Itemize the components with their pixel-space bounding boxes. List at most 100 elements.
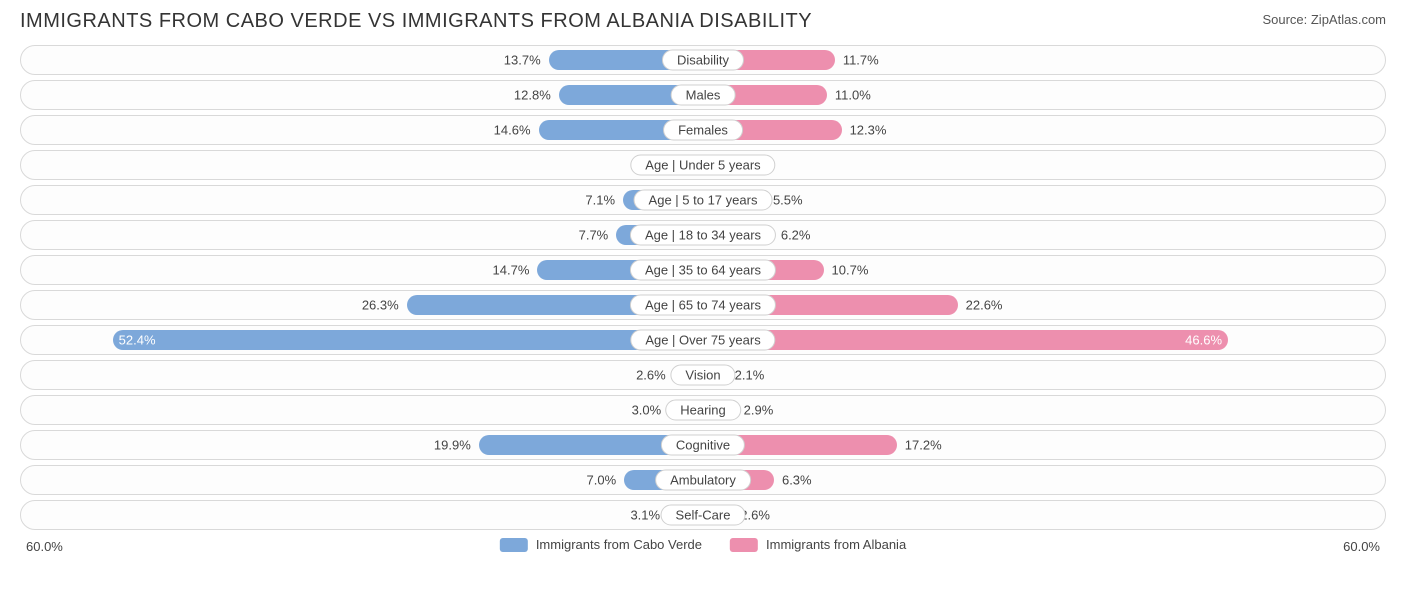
chart-row: 2.6% 2.1%Vision <box>20 360 1386 390</box>
category-label: Age | Under 5 years <box>630 155 775 176</box>
legend-swatch-icon <box>730 538 758 552</box>
chart-row: 26.3% 22.6% Age | 65 to 74 years <box>20 290 1386 320</box>
left-half: 19.9% <box>27 435 703 455</box>
right-value: 22.6% <box>958 298 1003 313</box>
right-half: 2.6% <box>703 505 1379 525</box>
chart-row: 13.7% 11.7% Disability <box>20 45 1386 75</box>
right-half: 2.1% <box>703 365 1379 385</box>
chart-row-inner: 3.1%2.6%Self-Care <box>27 505 1379 525</box>
right-half: 11.0% <box>703 85 1379 105</box>
left-value: 14.7% <box>493 263 538 278</box>
category-label: Ambulatory <box>655 470 751 491</box>
left-half: 2.6% <box>27 365 703 385</box>
chart-row: 3.1%2.6%Self-Care <box>20 500 1386 530</box>
chart-footer: 60.0% Immigrants from Cabo Verde Immigra… <box>0 535 1406 561</box>
category-label: Self-Care <box>661 505 746 526</box>
category-label: Cognitive <box>661 435 745 456</box>
legend-label-right: Immigrants from Albania <box>766 537 906 552</box>
category-label: Age | 65 to 74 years <box>630 295 776 316</box>
legend: Immigrants from Cabo Verde Immigrants fr… <box>500 537 906 552</box>
left-half: 3.1% <box>27 505 703 525</box>
category-label: Age | 35 to 64 years <box>630 260 776 281</box>
chart-row-inner: 19.9% 17.2%Cognitive <box>27 435 1379 455</box>
chart-row: 3.0%2.9%Hearing <box>20 395 1386 425</box>
legend-item-right: Immigrants from Albania <box>730 537 906 552</box>
left-half: 13.7% <box>27 50 703 70</box>
chart-row-inner: 13.7% 11.7% Disability <box>27 50 1379 70</box>
source-label: Source: ZipAtlas.com <box>1262 12 1386 27</box>
right-value: 11.7% <box>835 53 879 68</box>
right-half: 5.5% <box>703 190 1379 210</box>
chart-row-inner: 1.7%1.1%Age | Under 5 years <box>27 155 1379 175</box>
right-half: 46.6% <box>703 330 1379 350</box>
category-label: Age | 5 to 17 years <box>634 190 773 211</box>
left-half: 26.3% <box>27 295 703 315</box>
category-label: Vision <box>670 365 735 386</box>
left-half: 7.7% <box>27 225 703 245</box>
chart-row-inner: 7.1% 5.5%Age | 5 to 17 years <box>27 190 1379 210</box>
left-value: 7.7% <box>579 228 617 243</box>
left-half: 52.4% <box>27 330 703 350</box>
chart-row: 1.7%1.1%Age | Under 5 years <box>20 150 1386 180</box>
right-half: 2.9% <box>703 400 1379 420</box>
legend-swatch-icon <box>500 538 528 552</box>
chart-row-inner: 14.7% 10.7% Age | 35 to 64 years <box>27 260 1379 280</box>
chart-row-inner: 3.0%2.9%Hearing <box>27 400 1379 420</box>
axis-max-left: 60.0% <box>26 539 63 554</box>
left-half: 1.7% <box>27 155 703 175</box>
left-half: 3.0% <box>27 400 703 420</box>
axis-max-right: 60.0% <box>1343 539 1380 554</box>
left-half: 14.6% <box>27 120 703 140</box>
category-label: Females <box>663 120 743 141</box>
chart-row: 7.0% 6.3% Ambulatory <box>20 465 1386 495</box>
left-bar: 52.4% <box>113 330 703 350</box>
left-half: 12.8% <box>27 85 703 105</box>
right-value: 6.2% <box>773 228 811 243</box>
chart-row: 52.4% 46.6% Age | Over 75 years <box>20 325 1386 355</box>
left-value: 2.6% <box>636 368 674 383</box>
chart-row-inner: 7.7% 6.2%Age | 18 to 34 years <box>27 225 1379 245</box>
left-value: 3.0% <box>632 403 670 418</box>
right-bar: 46.6% <box>703 330 1228 350</box>
right-value: 2.9% <box>736 403 774 418</box>
right-half: 6.2% <box>703 225 1379 245</box>
category-label: Age | 18 to 34 years <box>630 225 776 246</box>
left-value: 52.4% <box>119 333 156 348</box>
left-value: 12.8% <box>514 88 559 103</box>
category-label: Age | Over 75 years <box>630 330 775 351</box>
left-value: 26.3% <box>362 298 407 313</box>
chart-row-inner: 2.6% 2.1%Vision <box>27 365 1379 385</box>
right-value: 12.3% <box>842 123 887 138</box>
right-half: 11.7% <box>703 50 1379 70</box>
right-half: 22.6% <box>703 295 1379 315</box>
left-value: 7.1% <box>585 193 623 208</box>
right-half: 12.3% <box>703 120 1379 140</box>
chart-row: 7.7% 6.2%Age | 18 to 34 years <box>20 220 1386 250</box>
right-value: 11.0% <box>827 88 871 103</box>
chart-row: 7.1% 5.5%Age | 5 to 17 years <box>20 185 1386 215</box>
legend-item-left: Immigrants from Cabo Verde <box>500 537 702 552</box>
right-value: 46.6% <box>1185 333 1222 348</box>
page-title: IMMIGRANTS FROM CABO VERDE VS IMMIGRANTS… <box>20 10 812 33</box>
right-value: 6.3% <box>774 473 812 488</box>
chart-row-inner: 7.0% 6.3% Ambulatory <box>27 470 1379 490</box>
chart-row-inner: 26.3% 22.6% Age | 65 to 74 years <box>27 295 1379 315</box>
right-half: 17.2% <box>703 435 1379 455</box>
legend-label-left: Immigrants from Cabo Verde <box>536 537 702 552</box>
category-label: Males <box>671 85 736 106</box>
header: IMMIGRANTS FROM CABO VERDE VS IMMIGRANTS… <box>0 0 1406 39</box>
left-half: 14.7% <box>27 260 703 280</box>
left-value: 19.9% <box>434 438 479 453</box>
chart-row: 19.9% 17.2%Cognitive <box>20 430 1386 460</box>
category-label: Disability <box>662 50 744 71</box>
left-value: 13.7% <box>504 53 549 68</box>
right-value: 10.7% <box>824 263 869 278</box>
chart-row-inner: 52.4% 46.6% Age | Over 75 years <box>27 330 1379 350</box>
right-half: 1.1% <box>703 155 1379 175</box>
chart-row: 12.8% 11.0% Males <box>20 80 1386 110</box>
left-half: 7.0% <box>27 470 703 490</box>
chart-row: 14.6% 12.3% Females <box>20 115 1386 145</box>
chart-row-inner: 12.8% 11.0% Males <box>27 85 1379 105</box>
left-value: 7.0% <box>587 473 625 488</box>
diverging-bar-chart: 13.7% 11.7% Disability 12.8% 11.0% Males 14.6%… <box>0 39 1406 530</box>
